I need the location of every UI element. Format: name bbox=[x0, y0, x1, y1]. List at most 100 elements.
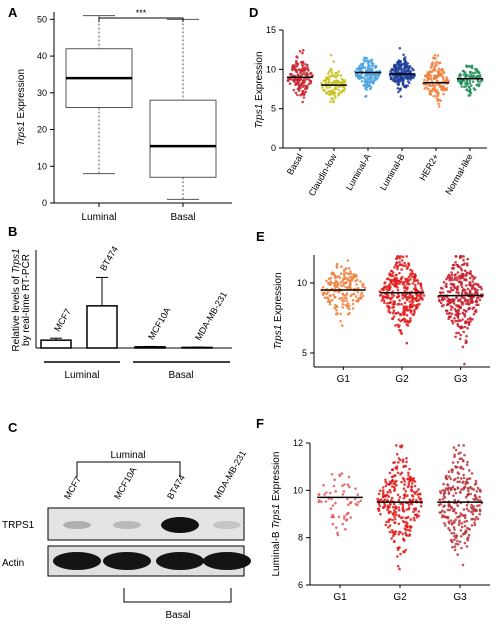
e-point bbox=[475, 303, 478, 307]
e-point bbox=[474, 300, 478, 304]
e-point bbox=[342, 269, 346, 273]
e-point bbox=[382, 299, 386, 302]
e-point bbox=[395, 281, 398, 285]
f-point bbox=[466, 487, 470, 490]
d-point bbox=[360, 80, 364, 83]
e-point bbox=[348, 286, 352, 289]
f-point bbox=[452, 494, 455, 498]
f-point bbox=[448, 503, 451, 506]
f-point bbox=[447, 486, 451, 490]
d-point bbox=[464, 75, 467, 79]
d-point bbox=[437, 70, 441, 73]
a-significance-label: *** bbox=[136, 8, 147, 18]
f-point bbox=[389, 490, 392, 494]
f-point bbox=[411, 498, 415, 501]
e-point bbox=[451, 321, 455, 325]
e-point bbox=[398, 260, 401, 264]
e-point bbox=[415, 288, 418, 292]
e-point bbox=[398, 328, 401, 332]
f-point bbox=[406, 477, 409, 481]
f-point bbox=[454, 518, 457, 521]
e-point bbox=[476, 283, 480, 286]
d-point bbox=[302, 48, 305, 52]
f-point bbox=[392, 461, 395, 465]
f-point bbox=[332, 484, 336, 488]
d-point bbox=[388, 74, 392, 77]
f-point bbox=[347, 475, 351, 479]
d-point bbox=[301, 51, 304, 55]
e-point bbox=[385, 287, 388, 291]
a-x-tick-label: Luminal bbox=[81, 212, 116, 223]
d-point bbox=[462, 73, 466, 76]
f-point bbox=[453, 487, 456, 491]
c-lane-label: BT474 bbox=[165, 473, 187, 501]
e-point bbox=[339, 272, 343, 275]
f-y-tick-label: 12 bbox=[293, 438, 303, 448]
f-point bbox=[397, 498, 401, 502]
f-point bbox=[442, 482, 445, 486]
d-point bbox=[366, 65, 370, 69]
d-point bbox=[332, 74, 335, 77]
f-point bbox=[390, 537, 393, 540]
f-point bbox=[458, 491, 462, 494]
e-point bbox=[334, 279, 338, 283]
d-point bbox=[435, 79, 439, 83]
e-point bbox=[455, 291, 458, 294]
d-point bbox=[467, 85, 471, 89]
e-point bbox=[344, 285, 348, 289]
f-point bbox=[384, 523, 388, 527]
e-point bbox=[394, 263, 398, 267]
f-point bbox=[473, 523, 477, 527]
f-point bbox=[346, 497, 349, 501]
f-point bbox=[387, 506, 391, 509]
d-point bbox=[395, 75, 399, 79]
d-point bbox=[359, 76, 362, 80]
f-point bbox=[455, 534, 458, 537]
d-point bbox=[433, 53, 437, 57]
e-point bbox=[445, 312, 449, 315]
e-point bbox=[451, 319, 454, 323]
f-point bbox=[335, 526, 338, 529]
d-point bbox=[407, 65, 411, 68]
e-point bbox=[396, 289, 400, 292]
f-point bbox=[473, 483, 477, 486]
e-point bbox=[473, 276, 477, 279]
f-point bbox=[473, 521, 476, 524]
e-point bbox=[463, 362, 466, 366]
d-point bbox=[430, 90, 434, 93]
e-point bbox=[454, 255, 458, 258]
e-point bbox=[462, 308, 466, 312]
f-point bbox=[408, 534, 411, 537]
chart-f-scatter: 6 8 10 12 G1 G2 G3 Luminal-B Trps1 Expression bbox=[271, 438, 490, 603]
e-point bbox=[390, 273, 394, 276]
c-basal-label: Basal bbox=[165, 610, 190, 621]
f-point bbox=[384, 480, 388, 484]
e-point bbox=[333, 281, 336, 285]
e-point bbox=[325, 279, 328, 283]
f-point bbox=[382, 495, 385, 499]
f-point bbox=[393, 486, 396, 489]
c-trps1-band bbox=[113, 521, 141, 529]
d-point bbox=[464, 82, 467, 85]
f-point bbox=[413, 490, 416, 494]
e-point bbox=[404, 264, 408, 268]
f-point bbox=[442, 492, 446, 496]
f-point bbox=[478, 508, 482, 512]
e-point bbox=[438, 299, 441, 303]
f-point bbox=[465, 507, 469, 511]
f-point bbox=[447, 527, 450, 530]
d-point bbox=[465, 88, 469, 92]
e-point bbox=[327, 277, 331, 281]
f-point bbox=[398, 445, 402, 448]
a-y-axis-label: Trps1 Expression bbox=[16, 69, 27, 146]
e-point bbox=[388, 278, 392, 282]
f-point bbox=[460, 522, 464, 525]
f-point bbox=[399, 473, 402, 476]
d-point bbox=[467, 94, 471, 97]
f-point bbox=[406, 525, 409, 529]
f-point bbox=[471, 512, 475, 516]
d-point bbox=[330, 82, 334, 85]
d-point bbox=[294, 91, 298, 95]
e-point bbox=[392, 305, 396, 309]
f-point bbox=[446, 483, 449, 486]
